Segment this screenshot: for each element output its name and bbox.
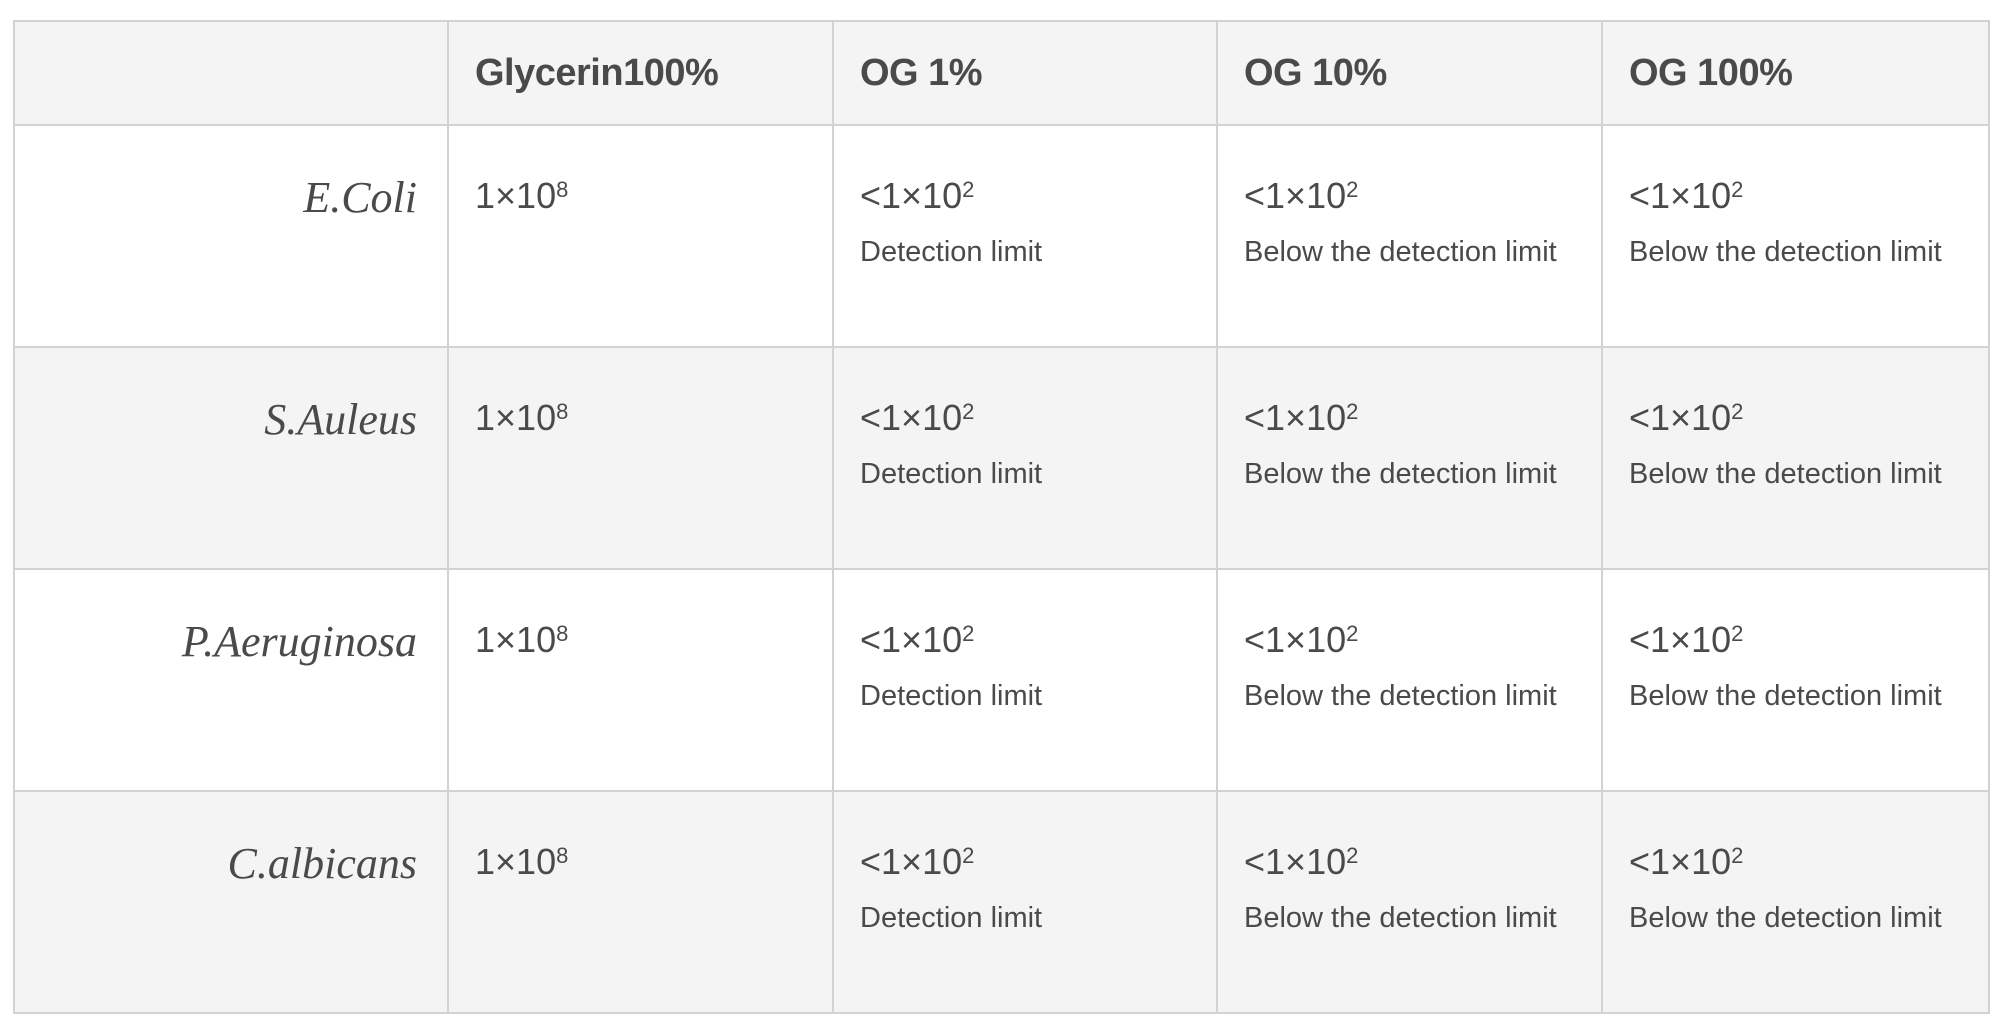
count-value: <1×102 bbox=[1629, 618, 1988, 662]
count-exponent: 2 bbox=[962, 843, 975, 868]
count-base: 1×10 bbox=[475, 619, 557, 660]
count-base: <1×10 bbox=[860, 397, 963, 438]
value-cell: <1×102 Below the detection limit bbox=[1601, 346, 1990, 570]
detection-note: Below the detection limit bbox=[1244, 236, 1557, 268]
count-exponent: 2 bbox=[1346, 399, 1359, 424]
species-label: C.albicans bbox=[13, 790, 449, 1014]
value-cell: 1×108 bbox=[447, 346, 834, 570]
count-exponent: 8 bbox=[556, 177, 569, 202]
detection-note: Below the detection limit bbox=[1244, 458, 1557, 490]
count-exponent: 2 bbox=[1346, 843, 1359, 868]
species-label: E.Coli bbox=[13, 124, 449, 348]
count-base: <1×10 bbox=[860, 175, 963, 216]
count-base: <1×10 bbox=[860, 841, 963, 882]
value-cell: 1×108 bbox=[447, 790, 834, 1014]
count-exponent: 2 bbox=[1346, 177, 1359, 202]
count-exponent: 2 bbox=[1731, 843, 1744, 868]
value-cell: <1×102 Below the detection limit bbox=[1601, 124, 1990, 348]
count-value: <1×102 bbox=[1629, 396, 1988, 440]
count-value: <1×102 bbox=[1629, 174, 1988, 218]
results-table: Glycerin100% OG 1% OG 10% OG 100% E.Coli… bbox=[13, 20, 1990, 1014]
header-og-10: OG 10% bbox=[1216, 20, 1603, 126]
count-value: <1×102 bbox=[860, 840, 1216, 884]
count-exponent: 2 bbox=[1731, 621, 1744, 646]
count-value: <1×102 bbox=[1244, 174, 1601, 218]
count-base: <1×10 bbox=[1629, 619, 1732, 660]
header-og-100: OG 100% bbox=[1601, 20, 1990, 126]
count-value: <1×102 bbox=[860, 396, 1216, 440]
count-value: <1×102 bbox=[860, 174, 1216, 218]
value-cell: <1×102 Below the detection limit bbox=[1601, 568, 1990, 792]
count-base: <1×10 bbox=[1244, 619, 1347, 660]
count-value: 1×108 bbox=[475, 174, 832, 218]
value-cell: <1×102 Detection limit bbox=[832, 124, 1218, 348]
detection-note: Detection limit bbox=[860, 680, 1043, 712]
count-base: <1×10 bbox=[1244, 841, 1347, 882]
header-glycerin-100: Glycerin100% bbox=[447, 20, 834, 126]
count-base: <1×10 bbox=[1629, 397, 1732, 438]
count-exponent: 2 bbox=[962, 177, 975, 202]
count-value: <1×102 bbox=[1629, 840, 1988, 884]
value-cell: <1×102 Below the detection limit bbox=[1216, 790, 1603, 1014]
count-exponent: 8 bbox=[556, 621, 569, 646]
header-cell-empty bbox=[13, 20, 449, 126]
count-base: <1×10 bbox=[1629, 841, 1732, 882]
value-cell: <1×102 Detection limit bbox=[832, 568, 1218, 792]
count-value: <1×102 bbox=[1244, 618, 1601, 662]
count-exponent: 2 bbox=[1346, 621, 1359, 646]
count-base: <1×10 bbox=[1244, 175, 1347, 216]
count-exponent: 8 bbox=[556, 399, 569, 424]
table-row: E.Coli 1×108 <1×102 Detection limit <1×1… bbox=[13, 124, 1990, 348]
header-og-1: OG 1% bbox=[832, 20, 1218, 126]
value-cell: <1×102 Below the detection limit bbox=[1601, 790, 1990, 1014]
table-row: C.albicans 1×108 <1×102 Detection limit … bbox=[13, 790, 1990, 1014]
detection-note: Below the detection limit bbox=[1629, 680, 1942, 712]
count-exponent: 2 bbox=[1731, 399, 1744, 424]
value-cell: <1×102 Detection limit bbox=[832, 790, 1218, 1014]
detection-note: Below the detection limit bbox=[1244, 902, 1557, 934]
value-cell: <1×102 Below the detection limit bbox=[1216, 346, 1603, 570]
count-base: <1×10 bbox=[860, 619, 963, 660]
count-value: 1×108 bbox=[475, 840, 832, 884]
count-base: 1×10 bbox=[475, 841, 557, 882]
count-exponent: 2 bbox=[1731, 177, 1744, 202]
count-base: 1×10 bbox=[475, 397, 557, 438]
count-value: <1×102 bbox=[1244, 396, 1601, 440]
count-exponent: 2 bbox=[962, 621, 975, 646]
value-cell: 1×108 bbox=[447, 568, 834, 792]
count-base: 1×10 bbox=[475, 175, 557, 216]
detection-note: Below the detection limit bbox=[1244, 680, 1557, 712]
count-value: 1×108 bbox=[475, 618, 832, 662]
count-value: <1×102 bbox=[1244, 840, 1601, 884]
detection-note: Below the detection limit bbox=[1629, 236, 1942, 268]
count-exponent: 2 bbox=[962, 399, 975, 424]
species-label: S.Auleus bbox=[13, 346, 449, 570]
count-value: 1×108 bbox=[475, 396, 832, 440]
table-row: P.Aeruginosa 1×108 <1×102 Detection limi… bbox=[13, 568, 1990, 792]
value-cell: 1×108 bbox=[447, 124, 834, 348]
detection-note: Below the detection limit bbox=[1629, 902, 1942, 934]
count-base: <1×10 bbox=[1629, 175, 1732, 216]
detection-note: Detection limit bbox=[860, 236, 1043, 268]
value-cell: <1×102 Below the detection limit bbox=[1216, 568, 1603, 792]
count-value: <1×102 bbox=[860, 618, 1216, 662]
species-label: P.Aeruginosa bbox=[13, 568, 449, 792]
count-base: <1×10 bbox=[1244, 397, 1347, 438]
detection-note: Detection limit bbox=[860, 902, 1043, 934]
table-row: S.Auleus 1×108 <1×102 Detection limit <1… bbox=[13, 346, 1990, 570]
detection-note: Detection limit bbox=[860, 458, 1043, 490]
count-exponent: 8 bbox=[556, 843, 569, 868]
value-cell: <1×102 Detection limit bbox=[832, 346, 1218, 570]
value-cell: <1×102 Below the detection limit bbox=[1216, 124, 1603, 348]
detection-note: Below the detection limit bbox=[1629, 458, 1942, 490]
header-row: Glycerin100% OG 1% OG 10% OG 100% bbox=[13, 20, 1990, 126]
